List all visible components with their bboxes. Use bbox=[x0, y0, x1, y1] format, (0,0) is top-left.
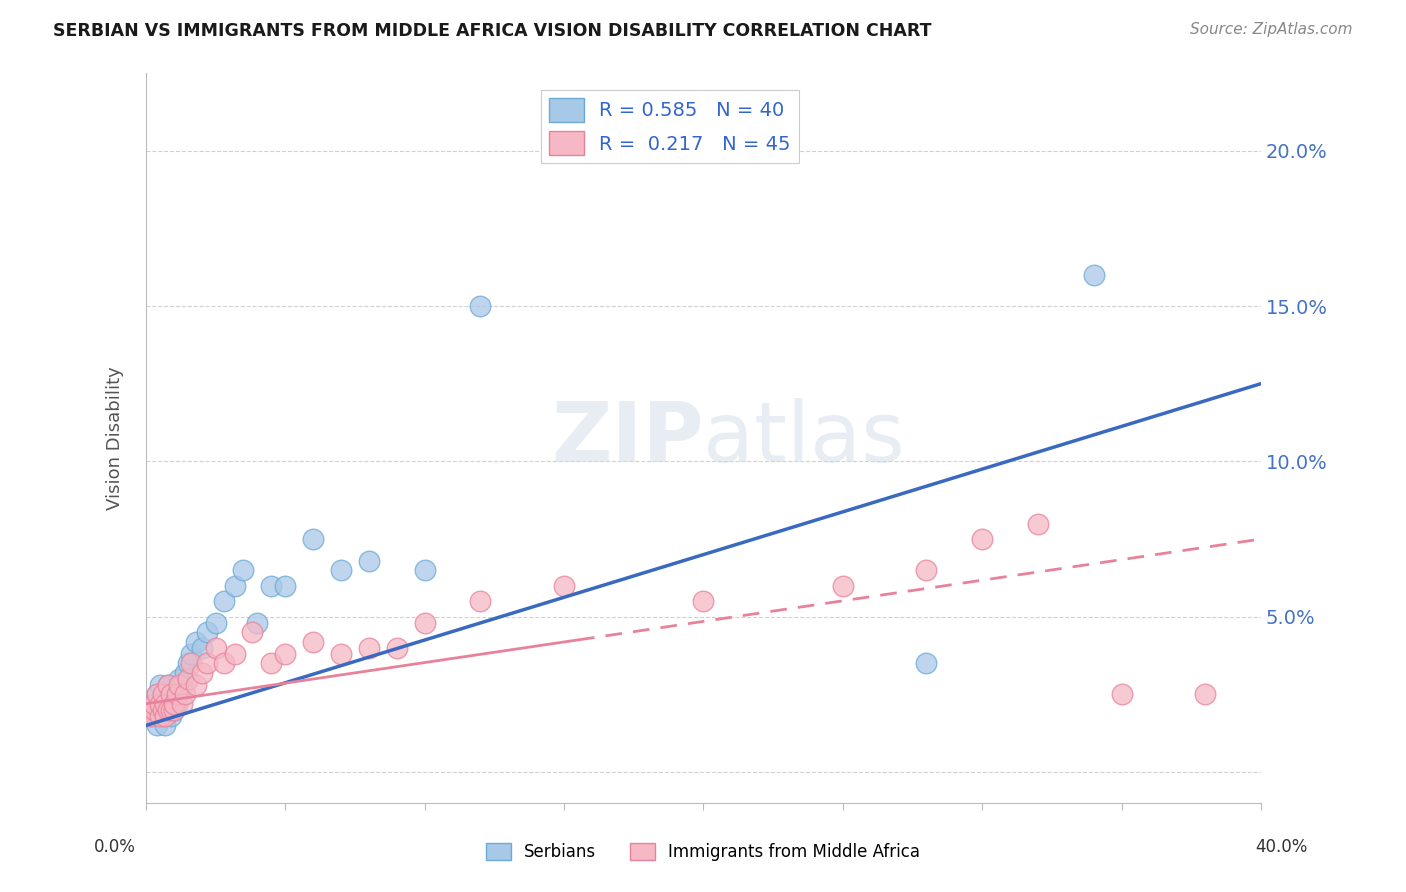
Point bbox=[169, 687, 191, 701]
Point bbox=[915, 563, 938, 577]
Point bbox=[330, 563, 353, 577]
Point bbox=[184, 634, 207, 648]
Point bbox=[357, 640, 380, 655]
Point bbox=[184, 678, 207, 692]
Point bbox=[146, 687, 169, 701]
Point bbox=[149, 709, 172, 723]
Point bbox=[155, 709, 177, 723]
Point bbox=[274, 647, 297, 661]
Point bbox=[212, 657, 235, 671]
Point bbox=[357, 554, 380, 568]
Point bbox=[155, 697, 177, 711]
Point bbox=[160, 687, 183, 701]
Point bbox=[174, 687, 197, 701]
Point bbox=[302, 634, 325, 648]
Text: ZIP: ZIP bbox=[551, 398, 703, 479]
Point bbox=[232, 563, 254, 577]
Point bbox=[152, 709, 174, 723]
Point bbox=[143, 703, 166, 717]
Point bbox=[143, 697, 166, 711]
Text: Source: ZipAtlas.com: Source: ZipAtlas.com bbox=[1189, 22, 1353, 37]
Point bbox=[157, 678, 180, 692]
Point bbox=[470, 299, 492, 313]
Point bbox=[146, 687, 169, 701]
Text: SERBIAN VS IMMIGRANTS FROM MIDDLE AFRICA VISION DISABILITY CORRELATION CHART: SERBIAN VS IMMIGRANTS FROM MIDDLE AFRICA… bbox=[53, 22, 932, 40]
Legend: R = 0.585   N = 40, R =  0.217   N = 45: R = 0.585 N = 40, R = 0.217 N = 45 bbox=[541, 90, 799, 162]
Point bbox=[172, 678, 194, 692]
Point bbox=[157, 678, 180, 692]
Point bbox=[246, 615, 269, 630]
Point bbox=[166, 687, 188, 701]
Point bbox=[240, 625, 263, 640]
Point bbox=[915, 657, 938, 671]
Point bbox=[260, 579, 283, 593]
Text: 40.0%: 40.0% bbox=[1256, 838, 1308, 856]
Point bbox=[160, 697, 183, 711]
Legend: Serbians, Immigrants from Middle Africa: Serbians, Immigrants from Middle Africa bbox=[479, 836, 927, 868]
Point bbox=[470, 594, 492, 608]
Point bbox=[152, 697, 174, 711]
Point bbox=[155, 687, 177, 701]
Point bbox=[1194, 687, 1216, 701]
Point bbox=[166, 697, 188, 711]
Point bbox=[1111, 687, 1133, 701]
Point bbox=[204, 640, 226, 655]
Y-axis label: Vision Disability: Vision Disability bbox=[107, 367, 124, 510]
Point bbox=[195, 657, 218, 671]
Point bbox=[163, 687, 186, 701]
Point bbox=[149, 678, 172, 692]
Point bbox=[149, 703, 172, 717]
Point bbox=[224, 647, 246, 661]
Point bbox=[172, 697, 194, 711]
Point bbox=[224, 579, 246, 593]
Point bbox=[413, 615, 436, 630]
Point bbox=[177, 657, 200, 671]
Point bbox=[160, 703, 183, 717]
Point bbox=[692, 594, 714, 608]
Point bbox=[260, 657, 283, 671]
Point bbox=[169, 678, 191, 692]
Point bbox=[180, 647, 202, 661]
Point bbox=[160, 709, 183, 723]
Point bbox=[274, 579, 297, 593]
Point bbox=[141, 709, 163, 723]
Point bbox=[1083, 268, 1105, 282]
Text: 0.0%: 0.0% bbox=[94, 838, 136, 856]
Point bbox=[146, 718, 169, 732]
Point bbox=[1026, 516, 1049, 531]
Point bbox=[385, 640, 408, 655]
Point bbox=[190, 665, 212, 680]
Point bbox=[141, 709, 163, 723]
Point bbox=[190, 640, 212, 655]
Point bbox=[212, 594, 235, 608]
Text: atlas: atlas bbox=[703, 398, 905, 479]
Point bbox=[163, 703, 186, 717]
Point bbox=[152, 703, 174, 717]
Point bbox=[204, 615, 226, 630]
Point bbox=[180, 657, 202, 671]
Point bbox=[163, 703, 186, 717]
Point bbox=[831, 579, 853, 593]
Point bbox=[302, 532, 325, 546]
Point bbox=[553, 579, 575, 593]
Point bbox=[157, 703, 180, 717]
Point bbox=[143, 697, 166, 711]
Point bbox=[149, 697, 172, 711]
Point bbox=[169, 672, 191, 686]
Point bbox=[330, 647, 353, 661]
Point bbox=[195, 625, 218, 640]
Point bbox=[174, 665, 197, 680]
Point bbox=[972, 532, 994, 546]
Point bbox=[413, 563, 436, 577]
Point bbox=[152, 687, 174, 701]
Point bbox=[155, 718, 177, 732]
Point bbox=[163, 697, 186, 711]
Point bbox=[177, 672, 200, 686]
Point bbox=[157, 703, 180, 717]
